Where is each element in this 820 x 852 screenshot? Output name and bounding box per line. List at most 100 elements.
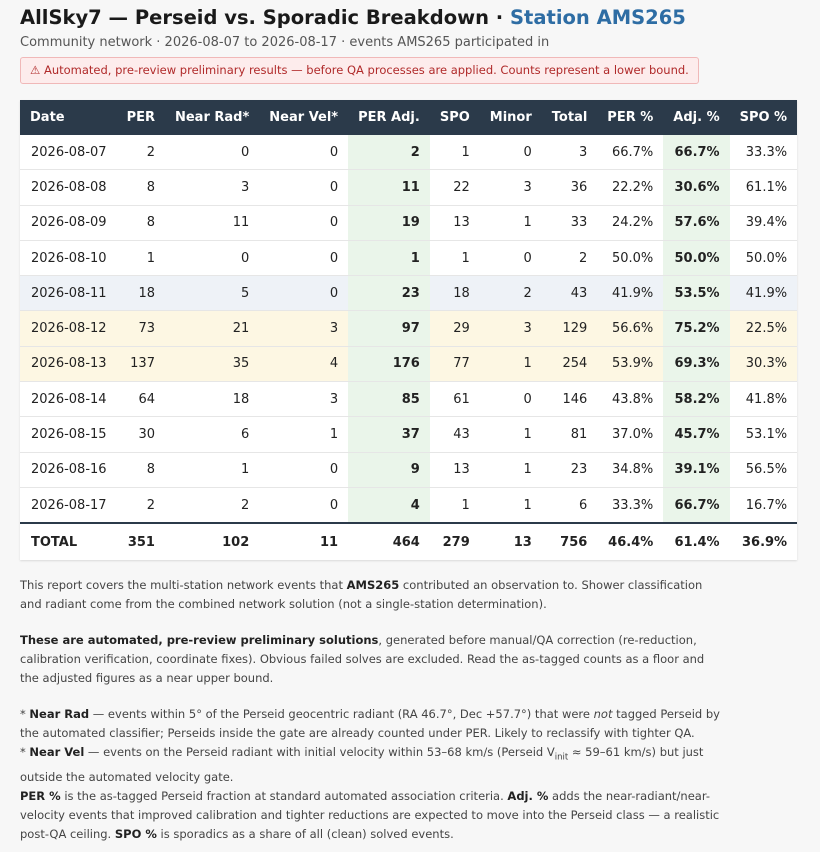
note-text: — events on the Perseid radiant with ini… bbox=[84, 745, 555, 760]
note-subscript: init bbox=[554, 752, 569, 763]
cell-spo: 1 bbox=[429, 135, 480, 171]
cell-total: 2 bbox=[541, 240, 598, 277]
table-row: 2026-08-09 8 11 0 19 13 1 33 24.2% 57.6% 39.4% bbox=[20, 205, 798, 241]
cell-adj-pct: 53.5% bbox=[663, 275, 730, 312]
cell-near-vel: 3 bbox=[259, 310, 349, 347]
cell-near-vel: 0 bbox=[259, 275, 349, 312]
column-header-per: PER bbox=[116, 100, 165, 135]
cell-per: 8 bbox=[116, 169, 165, 206]
cell-per-adj: 1 bbox=[348, 240, 430, 277]
cell-per-adj: 23 bbox=[348, 275, 430, 312]
cell-per: 18 bbox=[116, 275, 165, 312]
note-definitions: * Near Rad — events within 5° of the Per… bbox=[20, 705, 720, 843]
cell-near-vel: 0 bbox=[259, 205, 349, 241]
total-spo-pct: 36.9% bbox=[729, 522, 798, 561]
note-text: — events within 5° of the Perseid geocen… bbox=[89, 707, 594, 722]
cell-per: 8 bbox=[116, 452, 165, 488]
cell-minor: 2 bbox=[479, 275, 542, 312]
cell-spo-pct: 30.3% bbox=[729, 346, 798, 383]
cell-minor: 3 bbox=[479, 310, 542, 347]
note-text: tagged Perseid by the automated classifi… bbox=[20, 707, 720, 741]
cell-spo-pct: 61.1% bbox=[729, 169, 798, 206]
cell-spo: 1 bbox=[429, 487, 480, 524]
cell-adj-pct: 50.0% bbox=[663, 240, 730, 277]
note-italic: not bbox=[593, 707, 613, 722]
cell-near-rad: 3 bbox=[164, 169, 260, 206]
table-row: 2026-08-15 30 6 1 37 43 1 81 37.0% 45.7% 53.1% bbox=[20, 416, 798, 453]
column-header-near-rad: Near Rad* bbox=[164, 100, 260, 135]
cell-near-rad: 21 bbox=[164, 310, 260, 347]
cell-minor: 0 bbox=[479, 381, 542, 418]
cell-near-rad: 11 bbox=[164, 205, 260, 241]
cell-minor: 1 bbox=[479, 346, 542, 383]
note-term-near-vel: Near Vel bbox=[29, 745, 85, 760]
cell-spo: 29 bbox=[429, 310, 480, 347]
cell-date: 2026-08-13 bbox=[20, 346, 117, 383]
cell-per-adj: 11 bbox=[348, 169, 430, 206]
cell-spo: 22 bbox=[429, 169, 480, 206]
cell-per-pct: 66.7% bbox=[597, 135, 664, 171]
cell-per-adj: 85 bbox=[348, 381, 430, 418]
cell-near-vel: 1 bbox=[259, 416, 349, 453]
cell-total: 129 bbox=[541, 310, 598, 347]
cell-total: 254 bbox=[541, 346, 598, 383]
cell-near-rad: 35 bbox=[164, 346, 260, 383]
note-term-per-pct: PER % bbox=[20, 788, 61, 803]
total-per-adj: 464 bbox=[348, 522, 430, 561]
table-header-row: Date PER Near Rad* Near Vel* PER Adj. SPO Mino… bbox=[20, 100, 798, 135]
cell-date: 2026-08-16 bbox=[20, 452, 117, 488]
column-header-total: Total bbox=[541, 100, 598, 135]
note-term-spo-pct: SPO % bbox=[114, 826, 157, 841]
cell-spo-pct: 33.3% bbox=[729, 135, 798, 171]
cell-total: 6 bbox=[541, 487, 598, 524]
cell-spo-pct: 41.8% bbox=[729, 381, 798, 418]
cell-spo: 43 bbox=[429, 416, 480, 453]
cell-per-pct: 41.9% bbox=[597, 275, 664, 312]
note-text: is sporadics as a share of all (clean) s… bbox=[156, 826, 454, 841]
cell-per-pct: 34.8% bbox=[597, 452, 664, 488]
note-emphasis: These are automated, pre-review prelimin… bbox=[20, 633, 379, 648]
cell-per-adj: 176 bbox=[348, 346, 430, 383]
note-term-near-rad: Near Rad bbox=[29, 707, 90, 722]
cell-near-rad: 1 bbox=[164, 452, 260, 488]
cell-per-pct: 53.9% bbox=[597, 346, 664, 383]
cell-near-vel: 4 bbox=[259, 346, 349, 383]
title-text: AllSky7 — Perseid vs. Sporadic Breakdown bbox=[20, 6, 489, 29]
total-near-rad: 102 bbox=[164, 522, 260, 561]
note-text: contributed an observation to. Shower cl… bbox=[20, 578, 703, 612]
cell-per-adj: 37 bbox=[348, 416, 430, 453]
cell-near-rad: 2 bbox=[164, 487, 260, 524]
note-text: * bbox=[20, 745, 30, 760]
cell-spo-pct: 16.7% bbox=[729, 487, 798, 524]
cell-per: 137 bbox=[116, 346, 165, 383]
cell-spo-pct: 56.5% bbox=[729, 452, 798, 488]
cell-date: 2026-08-12 bbox=[20, 310, 117, 347]
cell-near-rad: 18 bbox=[164, 381, 260, 418]
cell-spo-pct: 41.9% bbox=[729, 275, 798, 312]
cell-near-rad: 0 bbox=[164, 135, 260, 171]
cell-per: 2 bbox=[116, 487, 165, 524]
total-near-vel: 11 bbox=[259, 522, 349, 561]
cell-near-vel: 0 bbox=[259, 452, 349, 488]
cell-total: 36 bbox=[541, 169, 598, 206]
cell-minor: 0 bbox=[479, 240, 542, 277]
cell-per-adj: 2 bbox=[348, 135, 430, 171]
cell-total: 81 bbox=[541, 416, 598, 453]
report-notes: This report covers the multi-station net… bbox=[20, 576, 720, 843]
cell-per: 73 bbox=[116, 310, 165, 347]
note-text: , generated before manual/QA correction … bbox=[20, 633, 705, 686]
note-scope: This report covers the multi-station net… bbox=[20, 576, 720, 614]
total-adj-pct: 61.4% bbox=[663, 522, 730, 561]
cell-total: 146 bbox=[541, 381, 598, 418]
cell-near-vel: 0 bbox=[259, 240, 349, 277]
total-spo: 279 bbox=[429, 522, 480, 561]
cell-per-adj: 19 bbox=[348, 205, 430, 241]
breakdown-table: Date PER Near Rad* Near Vel* PER Adj. SPO Mino… bbox=[20, 100, 798, 561]
cell-adj-pct: 66.7% bbox=[663, 487, 730, 524]
table-row: 2026-08-11 18 5 0 23 18 2 43 41.9% 53.5% 41.9% bbox=[20, 275, 798, 312]
table-row: 2026-08-07 2 0 0 2 1 0 3 66.7% 66.7% 33.3% bbox=[20, 135, 798, 171]
column-header-per-pct: PER % bbox=[597, 100, 664, 135]
note-station: AMS265 bbox=[346, 578, 400, 593]
cell-per-pct: 37.0% bbox=[597, 416, 664, 453]
